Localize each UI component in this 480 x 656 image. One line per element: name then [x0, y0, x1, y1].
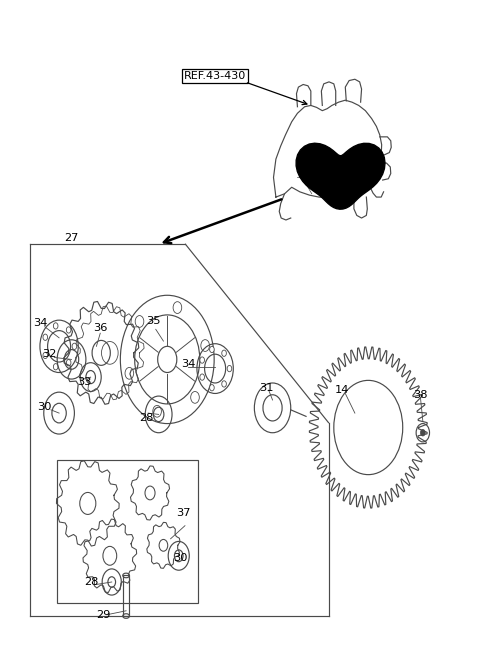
Circle shape: [66, 327, 71, 333]
Circle shape: [210, 346, 214, 352]
Text: 30: 30: [173, 554, 187, 564]
Circle shape: [66, 359, 71, 366]
Circle shape: [43, 334, 48, 340]
Text: 14: 14: [334, 385, 348, 395]
Circle shape: [222, 380, 227, 387]
Text: 31: 31: [259, 383, 274, 393]
Bar: [57, 461, 198, 603]
Text: 37: 37: [176, 508, 191, 518]
Text: 28: 28: [84, 577, 99, 587]
Text: 32: 32: [42, 349, 57, 359]
Text: 30: 30: [37, 401, 52, 411]
Circle shape: [420, 430, 425, 436]
Text: 33: 33: [77, 377, 92, 386]
Circle shape: [210, 384, 214, 391]
Text: 35: 35: [145, 316, 160, 327]
Text: 29: 29: [96, 609, 111, 620]
Circle shape: [53, 323, 58, 329]
Text: 34: 34: [33, 318, 47, 328]
Circle shape: [227, 365, 232, 372]
Bar: [123, 575, 130, 616]
Circle shape: [72, 343, 77, 350]
Circle shape: [222, 350, 227, 356]
Text: 38: 38: [413, 390, 428, 400]
Text: 36: 36: [93, 323, 108, 333]
Circle shape: [200, 374, 204, 380]
Text: REF.43-430: REF.43-430: [184, 71, 246, 81]
Circle shape: [53, 363, 58, 370]
Circle shape: [200, 357, 204, 363]
Text: 34: 34: [181, 359, 195, 369]
Text: 27: 27: [64, 233, 79, 243]
Text: 28: 28: [140, 413, 154, 423]
Circle shape: [43, 352, 48, 359]
Polygon shape: [296, 143, 385, 209]
